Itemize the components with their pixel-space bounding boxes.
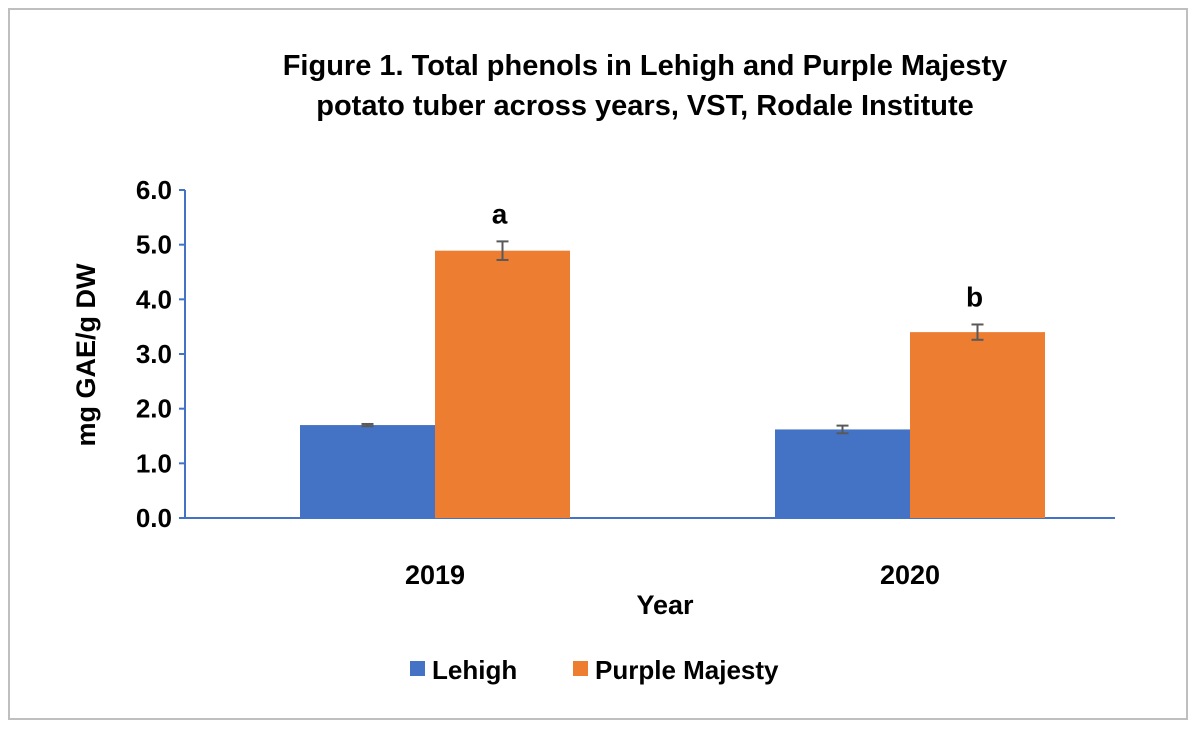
legend-label: Purple Majesty (595, 655, 779, 685)
chart-title-line: Figure 1. Total phenols in Lehigh and Pu… (283, 50, 1008, 82)
y-tick-label: 3.0 (136, 339, 172, 369)
legend-swatch (410, 661, 425, 676)
legend-swatch (573, 661, 588, 676)
bar-purple-majesty (435, 250, 570, 518)
x-tick-label: 2019 (405, 560, 465, 590)
chart-title-line: potato tuber across years, VST, Rodale I… (316, 90, 974, 122)
chart-frame (8, 8, 1188, 720)
y-axis-label: mg GAE/g DW (71, 263, 101, 447)
y-tick-label: 5.0 (136, 230, 172, 260)
bar-purple-majesty (910, 332, 1045, 518)
bar-lehigh (775, 429, 910, 518)
bar-lehigh (300, 425, 435, 518)
y-tick-label: 0.0 (136, 503, 172, 533)
x-axis-label: Year (636, 590, 694, 620)
y-tick-label: 6.0 (136, 175, 172, 205)
significance-label: a (492, 198, 508, 229)
significance-label: b (966, 281, 983, 312)
y-tick-label: 2.0 (136, 394, 172, 424)
legend-label: Lehigh (432, 655, 517, 685)
x-tick-label: 2020 (880, 560, 940, 590)
y-tick-label: 4.0 (136, 284, 172, 314)
y-tick-label: 1.0 (136, 448, 172, 478)
